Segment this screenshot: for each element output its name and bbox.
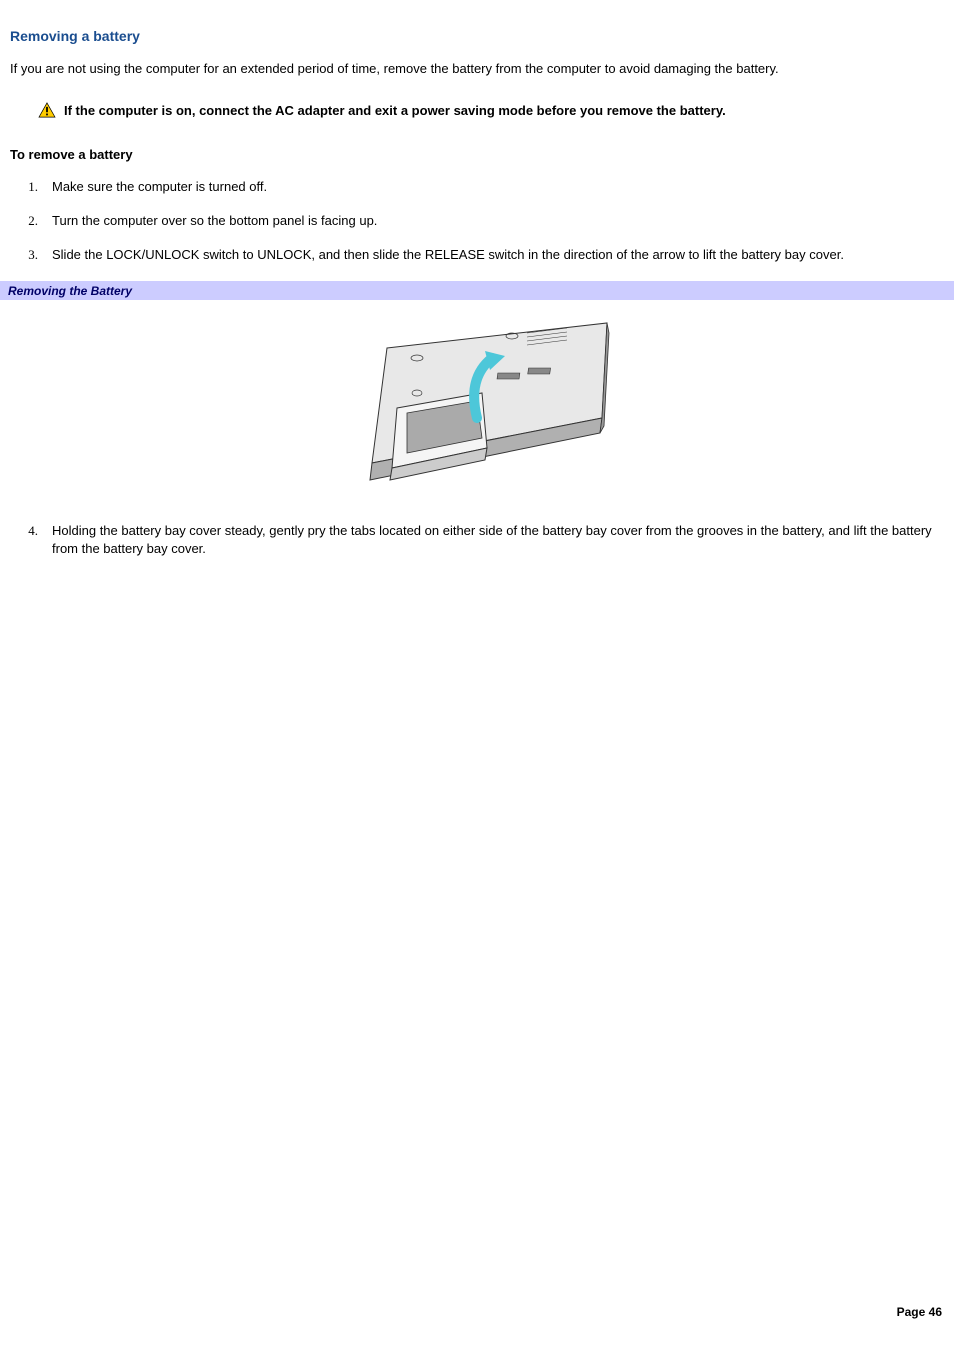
warning-text: If the computer is on, connect the AC ad… xyxy=(64,102,726,120)
step-text: Turn the computer over so the bottom pan… xyxy=(52,212,944,230)
procedure-heading: To remove a battery xyxy=(10,147,944,162)
step-text: Slide the LOCK/UNLOCK switch to UNLOCK, … xyxy=(52,246,944,264)
list-item: 4. Holding the battery bay cover steady,… xyxy=(10,522,944,558)
figure-area xyxy=(10,300,944,522)
procedure-steps: 1. Make sure the computer is turned off.… xyxy=(10,178,944,265)
step-text: Make sure the computer is turned off. xyxy=(52,178,944,196)
list-item: 1. Make sure the computer is turned off. xyxy=(10,178,944,196)
step-text: Holding the battery bay cover steady, ge… xyxy=(52,522,944,558)
warning-icon xyxy=(38,102,56,118)
figure-caption: Removing the Battery xyxy=(8,284,132,298)
step-number: 4. xyxy=(10,522,52,558)
laptop-illustration xyxy=(337,308,617,498)
step-number: 3. xyxy=(10,246,52,264)
figure-caption-bar: Removing the Battery xyxy=(0,281,954,300)
procedure-steps-after: 4. Holding the battery bay cover steady,… xyxy=(10,522,944,558)
warning-callout: If the computer is on, connect the AC ad… xyxy=(38,102,944,120)
list-item: 3. Slide the LOCK/UNLOCK switch to UNLOC… xyxy=(10,246,944,264)
list-item: 2. Turn the computer over so the bottom … xyxy=(10,212,944,230)
intro-paragraph: If you are not using the computer for an… xyxy=(10,60,944,78)
page-number: Page 46 xyxy=(897,1305,942,1319)
step-number: 1. xyxy=(10,178,52,196)
step-number: 2. xyxy=(10,212,52,230)
page-title: Removing a battery xyxy=(10,28,944,44)
